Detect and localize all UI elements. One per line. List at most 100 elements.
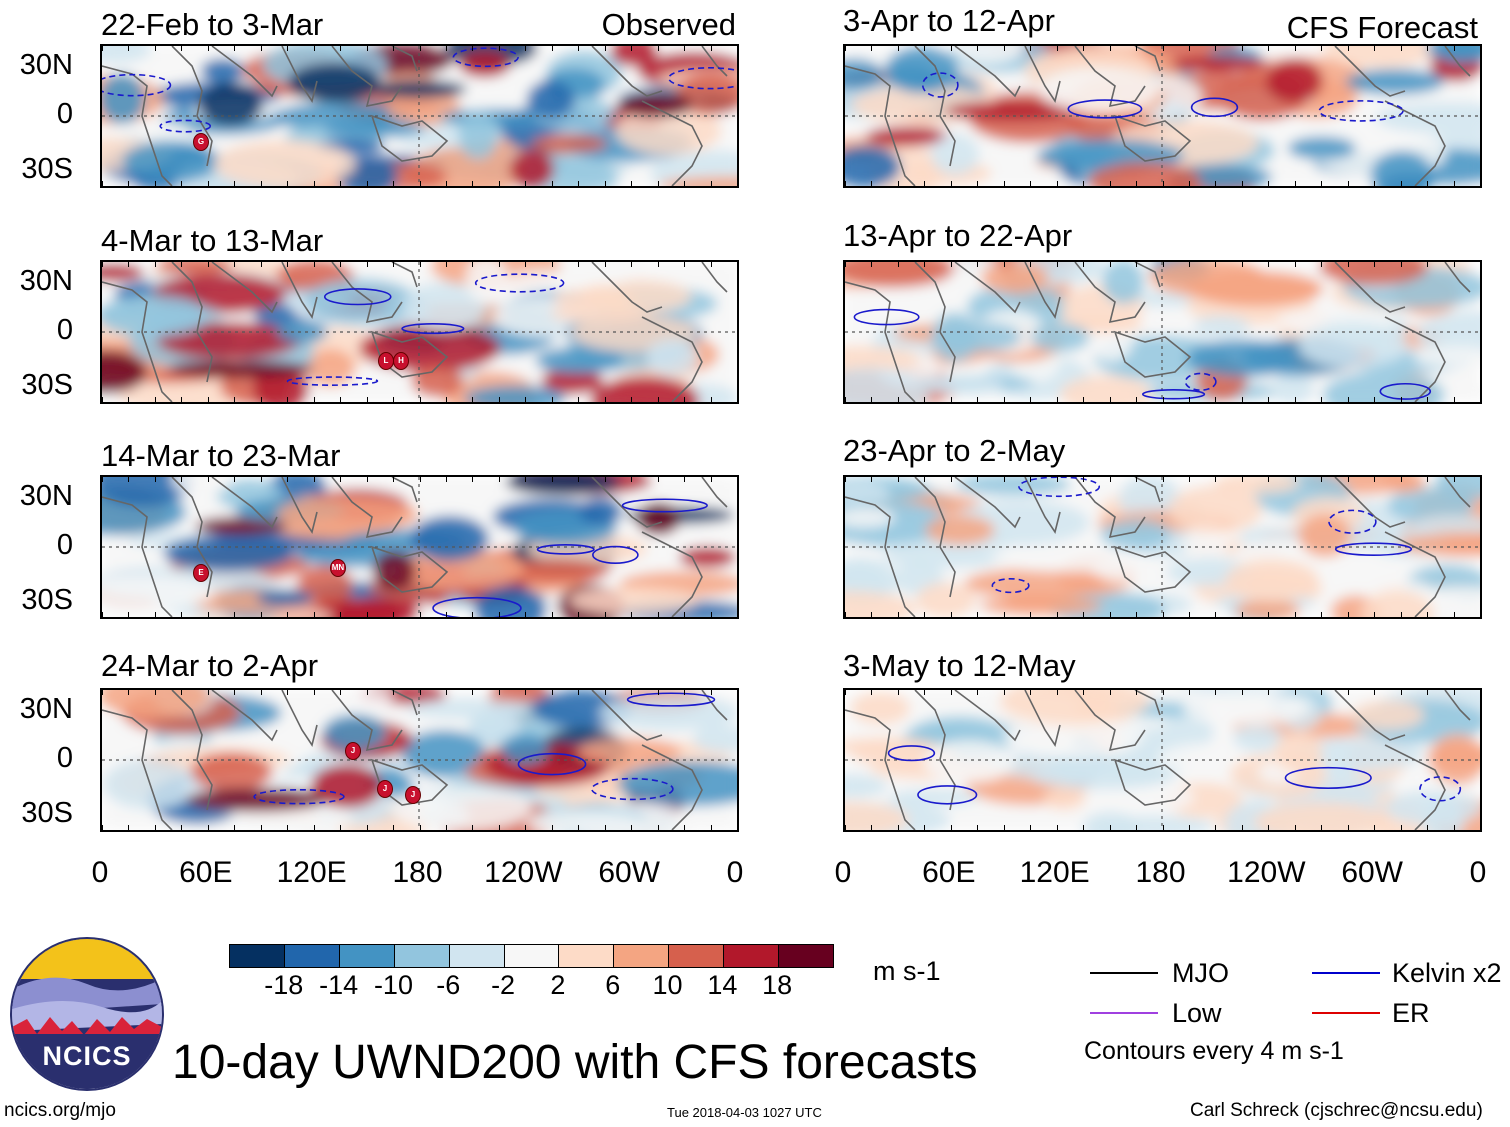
axis-tick: [897, 46, 899, 51]
axis-tick: [1294, 825, 1296, 830]
axis-tick: [1268, 825, 1270, 830]
axis-tick: [1136, 397, 1138, 402]
axis-tick: [525, 262, 527, 267]
coastline: [641, 100, 703, 186]
axis-tick: [631, 181, 633, 186]
axis-tick: [260, 262, 262, 267]
kelvin-contour: [452, 47, 519, 68]
panel-title: 14-Mar to 23-Mar: [101, 438, 341, 473]
axis-tick: [1109, 612, 1111, 617]
axis-tick: [1374, 612, 1376, 617]
axis-tick: [1215, 262, 1217, 267]
axis-tick: [340, 477, 342, 482]
axis-tick: [445, 262, 447, 267]
axis-tick: [1268, 181, 1270, 186]
lon-label: 0: [1469, 856, 1487, 889]
axis-tick: [154, 397, 156, 402]
axis-tick: [1083, 397, 1085, 402]
kelvin-contour: [1328, 509, 1377, 534]
axis-tick: [287, 397, 289, 402]
colorbar-swatch: [669, 945, 725, 967]
lat-label: 30S: [21, 369, 73, 401]
axis-tick: [207, 825, 209, 830]
anomaly-field: [102, 262, 737, 402]
axis-tick: [657, 46, 659, 51]
axis-tick: [393, 477, 395, 482]
axis-tick: [445, 46, 447, 51]
axis-tick: [1453, 181, 1455, 186]
axis-tick: [631, 825, 633, 830]
ncics-logo: NCICS: [10, 937, 164, 1091]
axis-tick: [1030, 690, 1032, 695]
axis-tick: [977, 397, 979, 402]
axis-tick: [154, 825, 156, 830]
axis-tick: [657, 477, 659, 482]
axis-tick: [737, 46, 738, 51]
axis-tick: [1427, 181, 1429, 186]
axis-tick: [1083, 690, 1085, 695]
lon-label: 0: [726, 856, 744, 889]
axis-tick: [340, 612, 342, 617]
axis-tick: [871, 612, 873, 617]
axis-tick: [340, 397, 342, 402]
footer-url[interactable]: ncics.org/mjo: [4, 1100, 116, 1121]
axis-tick: [551, 612, 553, 617]
axis-tick: [419, 690, 421, 695]
main-title: 10-day UWND200 with CFS forecasts: [172, 1036, 978, 1089]
axis-tick: [366, 825, 368, 830]
axis-tick: [445, 397, 447, 402]
axis-tick: [498, 690, 500, 695]
axis-tick: [1083, 477, 1085, 482]
storm-marker: J: [345, 742, 361, 760]
axis-tick: [1136, 477, 1138, 482]
axis-tick: [604, 181, 606, 186]
axis-tick: [1374, 825, 1376, 830]
axis-tick: [498, 477, 500, 482]
kelvin-contour: [253, 788, 345, 805]
coastline: [701, 477, 728, 508]
axis-tick: [181, 612, 183, 617]
axis-tick: [393, 181, 395, 186]
kelvin-contour: [432, 596, 522, 617]
axis-tick: [393, 825, 395, 830]
axis-tick: [1188, 612, 1190, 617]
coastline: [1384, 316, 1446, 402]
colorbar-tick-label: 6: [605, 970, 621, 1000]
axis-tick: [1083, 825, 1085, 830]
axis-tick: [657, 397, 659, 402]
map-left-0: G: [100, 44, 739, 188]
axis-tick: [472, 825, 474, 830]
lat-label: 30S: [21, 153, 73, 185]
axis-tick: [1453, 477, 1455, 482]
coastline: [370, 545, 449, 593]
colorbar: [229, 944, 834, 968]
axis-tick: [366, 612, 368, 617]
axis-tick: [737, 690, 738, 695]
coastline: [1074, 690, 1146, 752]
axis-tick: [1030, 825, 1032, 830]
axis-tick: [950, 46, 952, 51]
axis-tick: [1056, 825, 1058, 830]
legend-label-kelvin: Kelvin x2: [1392, 958, 1502, 988]
axis-tick: [1294, 397, 1296, 402]
axis-tick: [710, 825, 712, 830]
axis-tick: [1294, 690, 1296, 695]
axis-tick: [313, 397, 315, 402]
axis-tick: [207, 690, 209, 695]
footer-timestamp: Tue 2018-04-03 1027 UTC: [667, 1105, 822, 1120]
axis-tick: [181, 690, 183, 695]
axis-tick: [128, 262, 130, 267]
kelvin-contour: [921, 72, 959, 98]
kelvin-contour: [1334, 542, 1413, 556]
axis-tick: [287, 612, 289, 617]
axis-tick: [977, 46, 979, 51]
axis-tick: [525, 477, 527, 482]
axis-tick: [1427, 46, 1429, 51]
panel-title: 3-May to 12-May: [843, 648, 1076, 683]
colorbar-tick-label: 18: [762, 970, 793, 1000]
axis-tick: [1136, 825, 1138, 830]
axis-tick: [154, 477, 156, 482]
axis-tick: [472, 612, 474, 617]
coastline: [845, 709, 916, 830]
anomaly-field: [845, 477, 1480, 617]
